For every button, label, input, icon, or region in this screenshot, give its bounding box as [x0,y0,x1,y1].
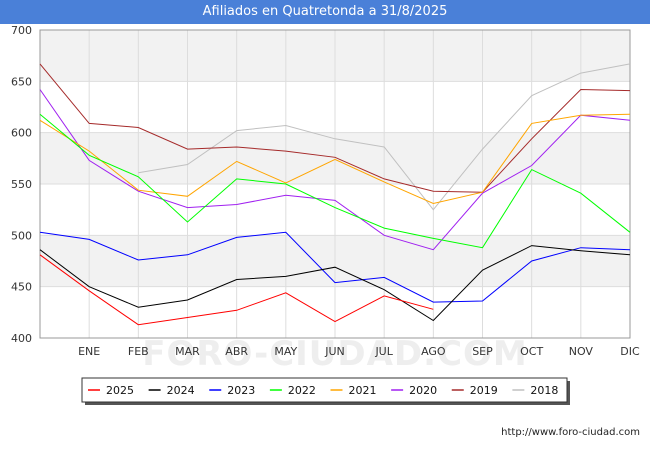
x-tick-label: AGO [421,345,446,358]
legend-label-2018: 2018 [530,384,558,397]
legend-label-2021: 2021 [349,384,377,397]
x-tick-label: DIC [620,345,640,358]
series-line-2023 [39,231,631,303]
x-tick-label: JUN [324,345,345,358]
x-tick-label: NOV [569,345,594,358]
x-tick-label: MAR [175,345,200,358]
series-line-2022 [39,113,631,249]
series-line-2025 [39,254,434,326]
y-tick-label: 400 [11,332,32,345]
series-line-2019 [39,63,631,193]
series-line-2020 [39,89,631,251]
legend-label-2022: 2022 [288,384,316,397]
y-tick-label: 650 [11,75,32,88]
x-tick-label: ABR [225,345,248,358]
y-tick-label: 700 [11,24,32,37]
x-tick-label: MAY [274,345,297,358]
x-tick-label: OCT [520,345,543,358]
legend-label-2024: 2024 [167,384,195,397]
series-line-2018 [138,63,631,211]
x-tick-label: FEB [128,345,149,358]
y-tick-label: 550 [11,178,32,191]
legend-label-2025: 2025 [106,384,134,397]
y-tick-label: 450 [11,281,32,294]
legend-label-2019: 2019 [470,384,498,397]
chart-title: Afiliados en Quatretonda a 31/8/2025 [0,0,650,24]
footer-url: http://www.foro-ciudad.com [501,427,640,438]
y-tick-label: 600 [11,127,32,140]
x-tick-label: JUL [374,345,393,358]
series-line-2024 [39,245,631,322]
watermark: FORO-CIUDAD.COM [142,334,528,374]
x-tick-label: ENE [78,345,100,358]
legend-label-2023: 2023 [227,384,255,397]
plot-frame [39,29,631,339]
x-tick-label: SEP [472,345,493,358]
legend-label-2020: 2020 [409,384,437,397]
legend-box [81,377,568,403]
series-line-2021 [39,113,631,205]
y-tick-label: 500 [11,229,32,242]
